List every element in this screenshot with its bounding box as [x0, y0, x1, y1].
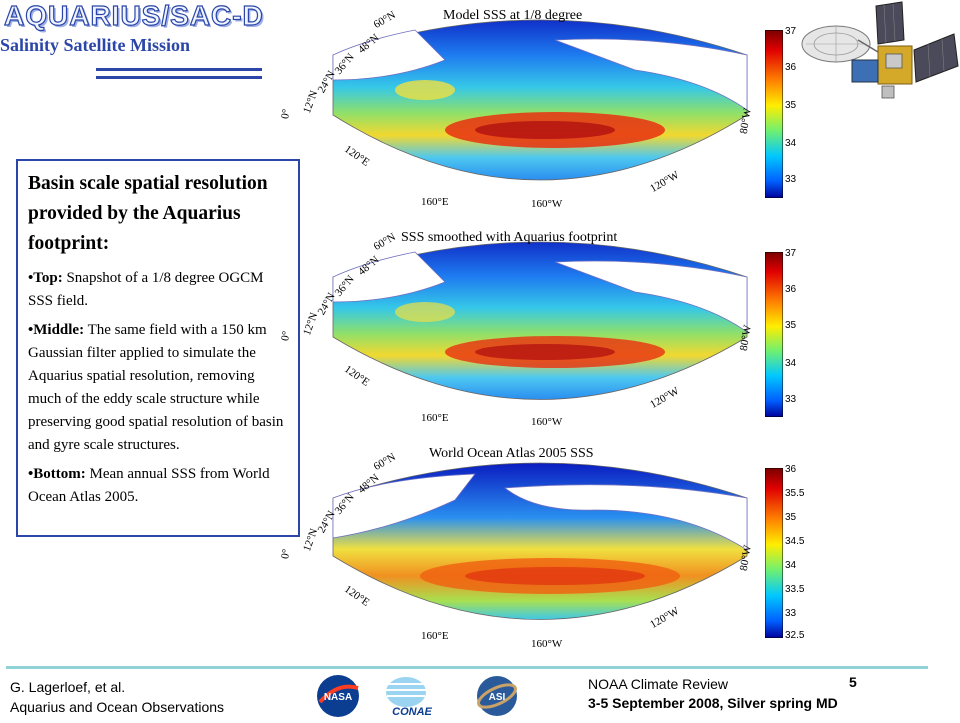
- map-2-cb-tick: 35: [785, 320, 797, 331]
- map-2-lon-160w: 160°W: [531, 416, 563, 428]
- map-3-cb-tick: 34: [785, 560, 797, 571]
- map-2-cb-tick: 34: [785, 358, 797, 369]
- footer-author: G. Lagerloef, et al.: [10, 679, 126, 695]
- nasa-logo: NASA: [316, 674, 360, 718]
- bullet-middle: •Middle: The same field with a 150 km Ga…: [28, 319, 290, 457]
- map-3-cb-tick: 34.5: [785, 536, 805, 547]
- map-2-lon-160e: 160°E: [421, 412, 449, 424]
- map-2-colorbar: [765, 252, 783, 417]
- bullet-top-label: •Top:: [28, 270, 63, 286]
- map-1-cb-tick: 37: [785, 26, 797, 37]
- footer-dates: 3-5 September 2008, Silver spring MD: [588, 695, 838, 711]
- bullet-top-text: Snapshot of a 1/8 degree OGCM SSS field.: [28, 270, 264, 309]
- conae-logo-text: CONAE: [392, 706, 432, 718]
- footer-rule: [6, 666, 928, 669]
- map-3-colorbar: [765, 468, 783, 638]
- satellite-icon: [801, 1, 959, 99]
- footer-subtitle: Aquarius and Ocean Observations: [10, 699, 225, 715]
- map-2-lat-0: 0°: [279, 330, 293, 342]
- asi-logo: ASI: [474, 674, 520, 718]
- box-title: Basin scale spatial resolution provided …: [28, 173, 268, 254]
- description-box: Basin scale spatial resolution provided …: [16, 159, 300, 537]
- bullet-bottom: •Bottom: Mean annual SSS from World Ocea…: [28, 463, 290, 509]
- map-3-title: World Ocean Atlas 2005 SSS: [429, 446, 594, 461]
- map-2-cb-tick: 33: [785, 394, 797, 405]
- conae-logo: CONAE: [378, 674, 434, 718]
- map-model-sss: Model SSS at 1/8 degree 60°N 48°N 36°N 2…: [279, 0, 796, 225]
- map-3-cb-tick: 35.5: [785, 488, 805, 499]
- map-smoothed-sss: SSS smoothed with Aquarius footprint 60°…: [279, 222, 796, 437]
- map-2-title: SSS smoothed with Aquarius footprint: [401, 230, 618, 245]
- map-1-lon-160e: 160°E: [421, 196, 449, 208]
- map-2-cb-tick: 36: [785, 284, 797, 295]
- bullet-middle-label: •Middle:: [28, 322, 85, 338]
- bullet-bottom-text: Mean annual SSS from World Ocean Atlas 2…: [28, 466, 270, 505]
- aquarius-logo: AQUARIUS/SAC-D: [3, 0, 264, 32]
- nasa-logo-text: NASA: [324, 692, 352, 703]
- map-1-cb-tick: 35: [785, 100, 797, 111]
- map-3-cb-tick: 36: [785, 464, 797, 475]
- map-3-cb-tick: 33.5: [785, 584, 805, 595]
- map-1-cb-tick: 33: [785, 174, 797, 185]
- bullet-bottom-label: •Bottom:: [28, 466, 86, 482]
- bullet-top: •Top: Snapshot of a 1/8 degree OGCM SSS …: [28, 267, 290, 313]
- page-number: 5: [849, 674, 857, 690]
- map-1-lat-0: 0°: [279, 108, 293, 120]
- map-3-lon-160e: 160°E: [421, 630, 449, 642]
- map-3-cb-tick: 33: [785, 608, 797, 619]
- mission-subtitle: Salinity Satellite Mission: [0, 35, 191, 55]
- header-rule-2: [96, 76, 262, 79]
- map-1-cb-tick: 36: [785, 62, 797, 73]
- map-woa-sss: World Ocean Atlas 2005 SSS 60°N 48°N 36°…: [279, 438, 804, 660]
- map-3-lat-0: 0°: [279, 548, 293, 560]
- map-3-cb-tick: 35: [785, 512, 797, 523]
- map-2-cb-tick: 37: [785, 248, 797, 259]
- map-3-cb-tick: 32.5: [785, 630, 805, 641]
- map-1-colorbar: [765, 30, 783, 198]
- map-1-cb-tick: 34: [785, 138, 797, 149]
- asi-logo-text: ASI: [489, 692, 506, 703]
- bullet-middle-text: The same field with a 150 km Gaussian fi…: [28, 322, 284, 453]
- header-rule-1: [96, 68, 262, 71]
- map-1-title: Model SSS at 1/8 degree: [443, 8, 583, 23]
- map-3-lon-160w: 160°W: [531, 638, 563, 650]
- map-1-lon-160w: 160°W: [531, 198, 563, 210]
- footer-meeting: NOAA Climate Review: [588, 676, 729, 692]
